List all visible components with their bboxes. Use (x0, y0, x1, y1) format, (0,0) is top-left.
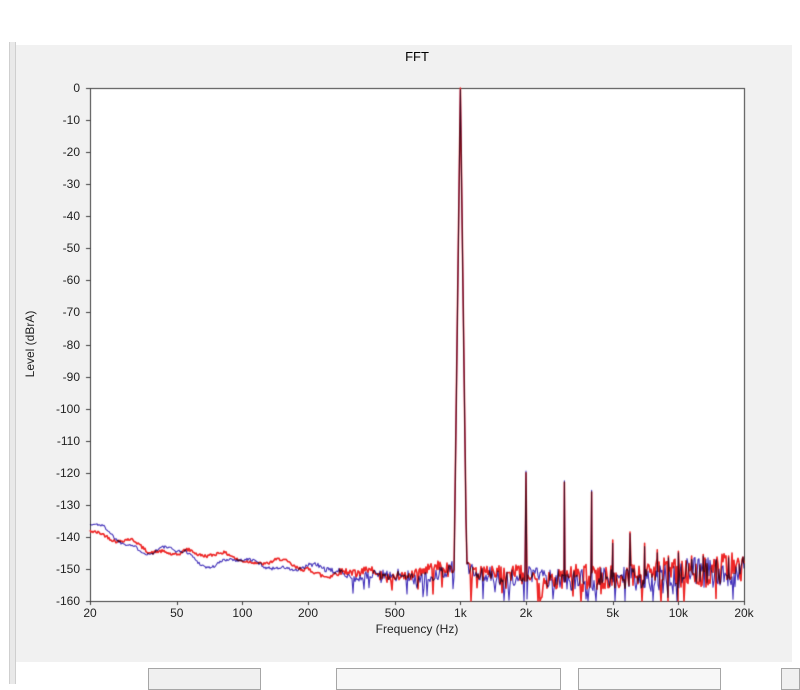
y-tick-label: -130 (55, 497, 80, 512)
y-tick-label: -150 (55, 561, 80, 576)
x-axis-title: Frequency (Hz) (375, 622, 459, 636)
x-tick-label: 50 (170, 606, 184, 620)
y-tick-label: -120 (55, 465, 80, 480)
y-tick-label: -60 (62, 273, 80, 288)
footer-button-1[interactable] (148, 668, 261, 690)
x-tick-label: 200 (297, 606, 319, 620)
y-tick-label: -80 (62, 337, 80, 352)
x-tick-label: 20 (83, 606, 97, 620)
x-tick-label: 100 (232, 606, 253, 620)
y-tick-label: -70 (62, 305, 80, 320)
y-tick-label: -30 (62, 177, 80, 192)
y-tick-label: -40 (62, 209, 80, 224)
y-tick-label: -90 (62, 369, 80, 384)
x-tick-label: 10k (668, 606, 689, 620)
fft-plot-canvas[interactable] (16, 45, 792, 662)
x-tick-label: 2k (519, 606, 533, 620)
y-tick-label: -100 (55, 401, 80, 416)
y-tick-label: -140 (55, 529, 80, 544)
vertical-splitter[interactable] (9, 42, 16, 684)
y-tick-label: -160 (55, 594, 80, 608)
x-tick-label: 5k (606, 606, 620, 620)
y-tick-label: -20 (62, 145, 80, 160)
fft-chart-panel: FFT 0 -10 -20 -30 -40 -50 -60 -70 -80 -90 -100 -110… (16, 45, 792, 662)
y-tick-label: -50 (62, 241, 80, 256)
y-tick-label: -10 (62, 113, 80, 128)
footer-panel-3[interactable] (578, 668, 721, 690)
chart-title: FFT (405, 49, 429, 64)
footer-panel-2[interactable] (336, 668, 561, 690)
x-tick-label: 1k (454, 606, 467, 620)
y-tick-label: -110 (56, 433, 80, 448)
x-tick-label: 500 (384, 606, 405, 620)
x-tick-label: 20k (734, 606, 754, 620)
y-axis-title: Level (dBrA) (23, 310, 37, 378)
footer-fragment-4[interactable] (781, 668, 800, 690)
y-tick-label: 0 (73, 81, 80, 95)
